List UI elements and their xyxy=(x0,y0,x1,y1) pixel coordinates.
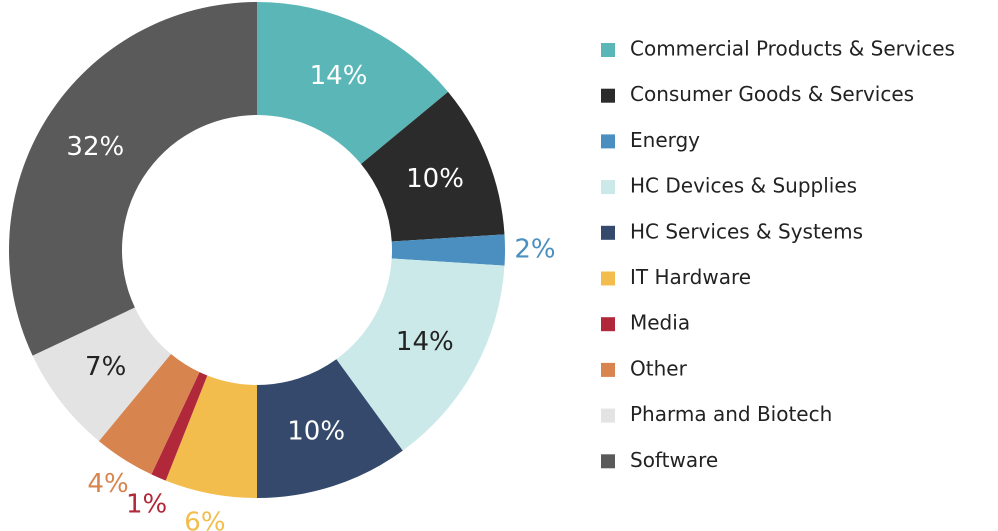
slice-label: 4% xyxy=(87,469,128,499)
legend-swatch xyxy=(601,454,615,469)
legend-swatch xyxy=(601,271,615,286)
legend-label: Software xyxy=(630,448,718,472)
slice-label: 14% xyxy=(310,61,368,91)
donut-slice xyxy=(257,2,449,164)
legend-swatch xyxy=(601,362,615,377)
legend-swatch xyxy=(601,88,615,103)
legend-swatch xyxy=(601,317,615,332)
donut-slice xyxy=(336,258,505,451)
legend-label: HC Devices & Supplies xyxy=(630,174,857,198)
legend-swatch xyxy=(601,225,615,240)
legend-swatch xyxy=(601,180,615,195)
legend-swatch xyxy=(601,134,615,149)
donut-slice xyxy=(257,359,403,498)
donut-slice xyxy=(151,372,208,481)
slice-label: 7% xyxy=(85,352,126,382)
slice-label: 6% xyxy=(184,508,225,531)
legend-label: Commercial Products & Services xyxy=(630,37,955,61)
donut-slice xyxy=(165,375,257,498)
donut-slice xyxy=(9,2,257,356)
slice-label: 2% xyxy=(514,235,555,265)
donut-slice xyxy=(32,307,171,442)
legend-swatch xyxy=(601,408,615,423)
slice-label: 14% xyxy=(396,327,454,357)
donut-slice xyxy=(391,234,505,266)
legend-label: HC Services & Systems xyxy=(630,219,863,243)
legend-label: IT Hardware xyxy=(630,265,751,289)
legend-swatch xyxy=(601,43,615,57)
legend-label: Consumer Goods & Services xyxy=(630,82,914,106)
slice-label: 10% xyxy=(287,417,345,447)
slice-label: 32% xyxy=(66,132,124,162)
slice-label: 1% xyxy=(126,490,167,520)
donut-slice xyxy=(361,91,505,242)
legend-label: Other xyxy=(630,356,688,380)
legend-label: Pharma and Biotech xyxy=(630,402,832,426)
legend-label: Media xyxy=(630,311,690,335)
slice-label: 10% xyxy=(406,164,464,194)
legend-label: Energy xyxy=(630,128,700,152)
donut-slice xyxy=(98,354,200,475)
